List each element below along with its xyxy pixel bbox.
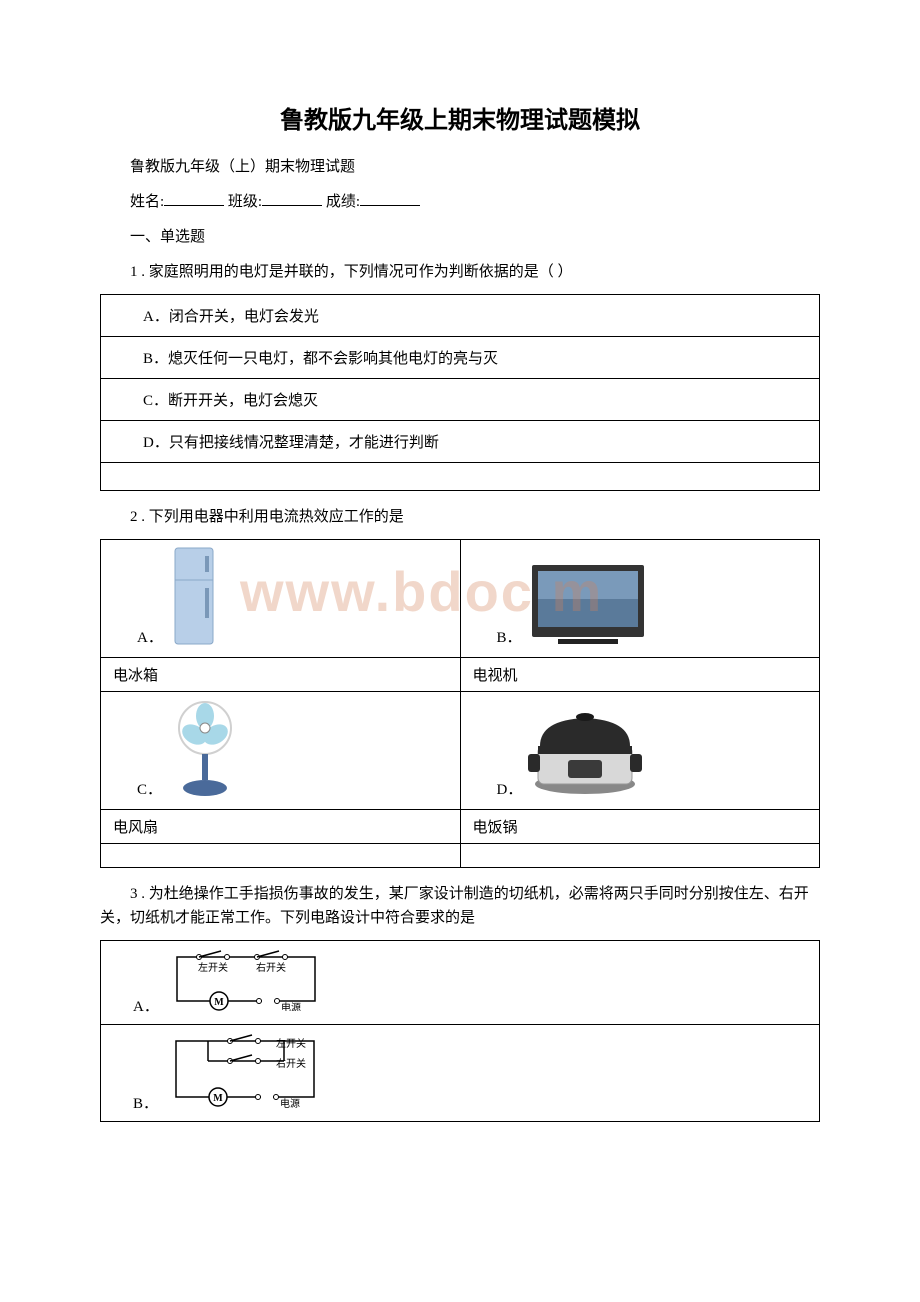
- q1-option-a: A．闭合开关，电灯会发光: [101, 295, 820, 337]
- q2-label-b: B．: [473, 626, 522, 651]
- rice-cooker-icon: [528, 708, 643, 803]
- form-line: 姓名: 班级: 成绩:: [100, 190, 820, 211]
- name-label: 姓名:: [130, 194, 164, 210]
- q2-empty-a: [101, 844, 461, 868]
- q2-label-d: D．: [473, 778, 523, 803]
- circuit-b-right-switch: 右开关: [276, 1057, 306, 1070]
- tv-icon: [528, 561, 648, 651]
- section-header: 一、单选题: [100, 225, 820, 246]
- class-label: 班级:: [228, 194, 262, 210]
- name-blank[interactable]: [164, 190, 224, 206]
- q1-option-d: D．只有把接线情况整理清楚，才能进行判断: [101, 421, 820, 463]
- q2-text: 2 . 下列用电器中利用电流热效应工作的是: [100, 505, 820, 529]
- circuit-b-power: 电源: [280, 1097, 300, 1108]
- score-blank[interactable]: [360, 190, 420, 206]
- circuit-a-motor: M: [214, 997, 224, 1008]
- q3-options-table: A． 左开关 右开关 M: [100, 940, 820, 1122]
- q2-cell-a: A．: [101, 540, 461, 658]
- q1-option-b: B．熄灭任何一只电灯，都不会影响其他电灯的亮与灭: [101, 337, 820, 379]
- q2-empty-b: [460, 844, 820, 868]
- q2-caption-c: 电风扇: [101, 810, 461, 844]
- q1-options-table: A．闭合开关，电灯会发光 B．熄灭任何一只电灯，都不会影响其他电灯的亮与灭 C．…: [100, 294, 820, 491]
- q2-options-table: A． B．: [100, 539, 820, 868]
- q2-label-c: C．: [113, 778, 162, 803]
- circuit-b-motor: M: [213, 1093, 223, 1104]
- page-title: 鲁教版九年级上期末物理试题模拟: [100, 100, 820, 135]
- q1-option-c: C．断开开关，电灯会熄灭: [101, 379, 820, 421]
- circuit-a-power: 电源: [281, 1001, 301, 1011]
- q3-cell-b: B． 左开关: [101, 1025, 820, 1122]
- fridge-icon: [169, 546, 219, 651]
- score-label: 成绩:: [326, 194, 360, 210]
- q1-empty-row: [101, 463, 820, 491]
- subtitle: 鲁教版九年级（上）期末物理试题: [100, 155, 820, 176]
- q3-cell-a: A． 左开关 右开关 M: [101, 941, 820, 1025]
- q2-caption-d: 电饭锅: [460, 810, 820, 844]
- circuit-b-icon: 左开关 右开关 M 电源: [168, 1033, 323, 1113]
- circuit-a-left-switch: 左开关: [198, 961, 228, 974]
- fan-icon: [168, 698, 243, 803]
- q2-cell-d: D．: [460, 692, 820, 810]
- q2-caption-a: 电冰箱: [101, 658, 461, 692]
- q2-cell-c: C．: [101, 692, 461, 810]
- q2-cell-b: B．: [460, 540, 820, 658]
- q2-label-a: A．: [113, 626, 163, 651]
- q3-text: 3 . 为杜绝操作工手指损伤事故的发生，某厂家设计制造的切纸机，必需将两只手同时…: [100, 882, 820, 930]
- circuit-a-right-switch: 右开关: [256, 961, 286, 974]
- q2-caption-b: 电视机: [460, 658, 820, 692]
- circuit-b-left-switch: 左开关: [276, 1037, 306, 1050]
- class-blank[interactable]: [262, 190, 322, 206]
- q3-label-b: B．: [133, 1092, 158, 1113]
- q1-text: 1 . 家庭照明用的电灯是并联的，下列情况可作为判断依据的是（ ）: [100, 260, 820, 284]
- q3-label-a: A．: [133, 995, 159, 1016]
- circuit-a-icon: 左开关 右开关 M 电源: [169, 949, 324, 1016]
